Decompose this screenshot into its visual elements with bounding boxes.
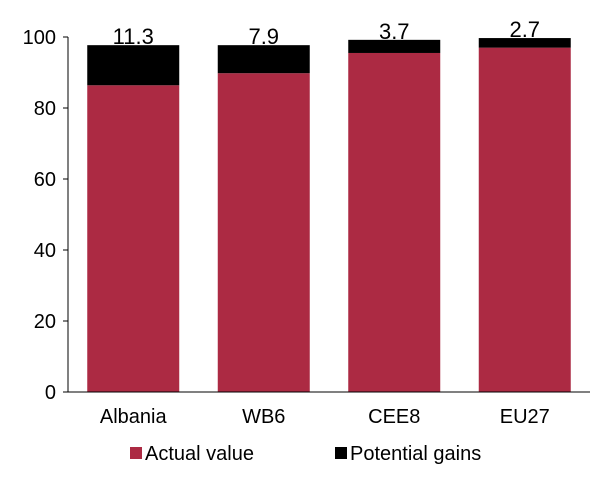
bar-actual-value (217, 73, 310, 393)
x-category-label: EU27 (500, 406, 550, 428)
legend-swatch-actual-value (130, 447, 142, 459)
bar-actual-value (87, 85, 180, 392)
data-label: 2.7 (509, 17, 540, 42)
bar-potential-gains (87, 45, 180, 86)
data-label: 3.7 (379, 19, 410, 44)
y-tick-label: 20 (34, 311, 56, 333)
legend-swatch-potential-gains (335, 447, 347, 459)
y-tick-label: 40 (34, 240, 56, 262)
bar-actual-value (478, 47, 571, 393)
data-labels: 11.3 7.9 3.7 2.7 (113, 17, 540, 49)
y-tick-label: 80 (34, 98, 56, 120)
legend: Actual value Potential gains (130, 443, 481, 465)
bars (87, 38, 571, 393)
bar-potential-gains (348, 39, 441, 53)
x-category-label: CEE8 (368, 406, 420, 428)
data-label: 7.9 (248, 24, 279, 49)
y-tick-label: 60 (34, 169, 56, 191)
y-tick-label: 100 (23, 27, 56, 49)
y-axis: 0 20 40 60 80 100 (23, 27, 69, 404)
bar-potential-gains (478, 38, 571, 48)
y-tick-label: 0 (45, 382, 56, 404)
x-axis: Albania WB6 CEE8 EU27 (68, 391, 590, 428)
legend-label: Potential gains (350, 443, 481, 465)
legend-label: Actual value (145, 443, 254, 465)
data-label: 11.3 (113, 24, 154, 49)
bar-potential-gains (217, 45, 310, 74)
x-category-label: Albania (100, 406, 168, 428)
x-category-label: WB6 (242, 406, 285, 428)
bar-actual-value (348, 52, 441, 392)
